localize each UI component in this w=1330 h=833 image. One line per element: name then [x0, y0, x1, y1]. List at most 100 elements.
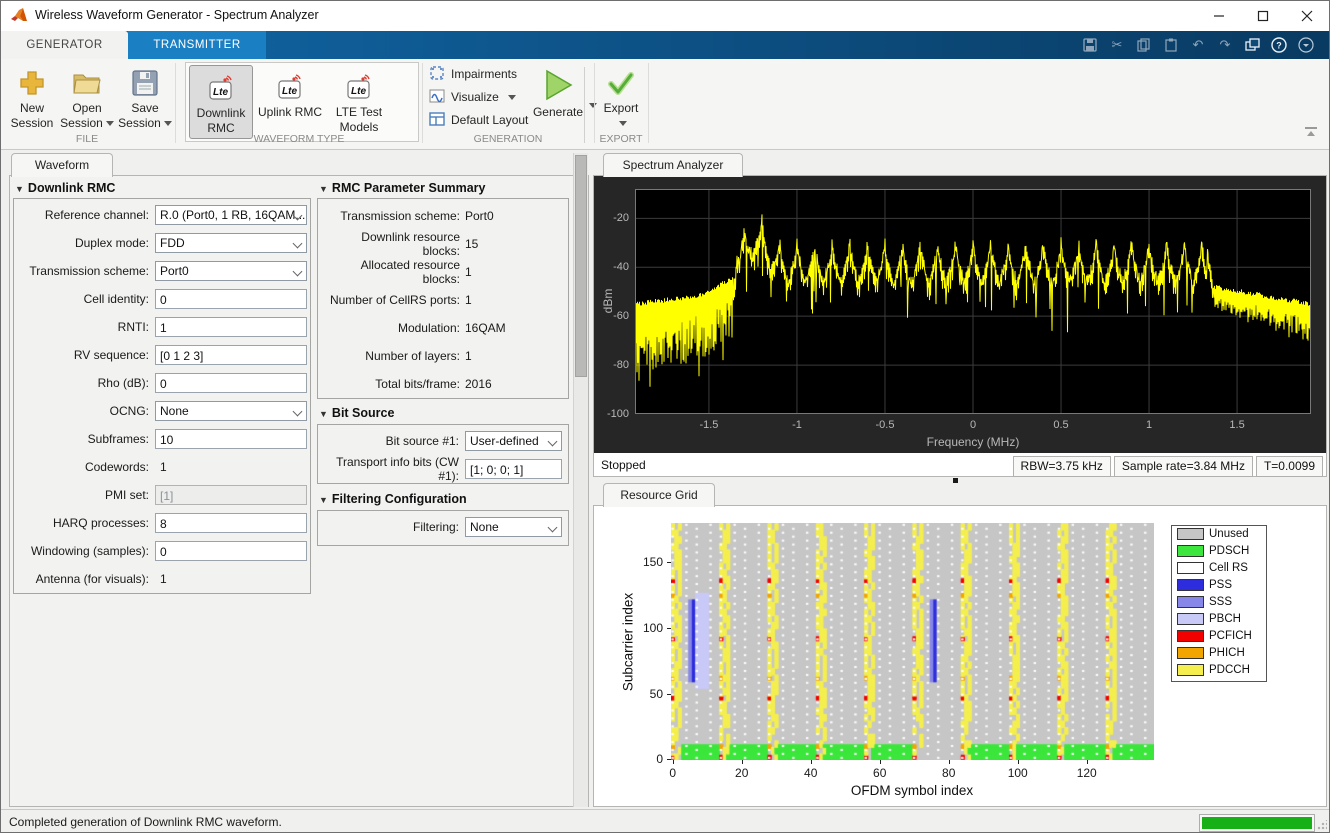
legend-label: PHICH: [1209, 646, 1245, 659]
resource-grid-xtick-label: 20: [735, 766, 749, 780]
tab-transmitter[interactable]: TRANSMITTER: [128, 31, 266, 59]
cut-icon[interactable]: ✂: [1111, 37, 1123, 52]
help-icon[interactable]: ?: [1270, 36, 1288, 54]
input-harq-processes-[interactable]: 8: [155, 513, 307, 533]
summary-label: Number of CellRS ports:: [329, 293, 460, 307]
export-button[interactable]: Export: [597, 61, 645, 133]
uplink-rmc-button[interactable]: Lte Uplink RMC: [258, 65, 322, 137]
tab-waveform[interactable]: Waveform: [11, 153, 113, 177]
layout-windows-icon[interactable]: [1243, 36, 1261, 54]
legend-label: SSS: [1209, 596, 1233, 608]
field-label: Filtering:: [412, 520, 459, 534]
legend-label: PBCH: [1209, 612, 1241, 625]
gallery-dropdown-button[interactable]: [584, 67, 601, 143]
summary-value: 1: [465, 349, 472, 363]
combo-bit-source-1-[interactable]: User-defined: [465, 431, 562, 451]
titlebar: Wireless Waveform Generator - Spectrum A…: [1, 1, 1329, 32]
default-layout-icon: [429, 111, 445, 130]
default-layout-button[interactable]: Default Layout: [429, 111, 528, 129]
input-rv-sequence-[interactable]: [0 1 2 3]: [155, 345, 307, 365]
tab-resource-grid[interactable]: Resource Grid: [603, 483, 715, 507]
visualize-button[interactable]: Visualize: [429, 88, 516, 106]
lte-test-models-button[interactable]: Lte LTE Test Models: [328, 65, 390, 137]
quick-access-toolbar: ✂ ↶ ↷ ?: [1081, 34, 1315, 56]
summary-row: Total bits/frame: 2016: [321, 374, 567, 394]
group-header-filtering[interactable]: ▼ Filtering Configuration: [319, 492, 467, 506]
window-title: Wireless Waveform Generator - Spectrum A…: [35, 8, 319, 22]
maximize-button[interactable]: [1241, 1, 1285, 31]
chevron-down-icon: [292, 238, 303, 249]
collapse-triangle-icon: ▼: [319, 495, 328, 505]
redo-icon[interactable]: ↷: [1219, 37, 1231, 52]
tab-spectrum-analyzer[interactable]: Spectrum Analyzer: [603, 153, 743, 177]
resource-grid-ytick-label: 100: [642, 620, 663, 635]
combo-duplex-mode-[interactable]: FDD: [155, 233, 307, 253]
legend-item: PCFICH: [1172, 627, 1266, 644]
toolbar-dropdown-icon[interactable]: [1297, 36, 1315, 54]
resource-grid-xtick: [1086, 760, 1088, 764]
section-label-file: FILE: [75, 133, 99, 145]
downlink-rmc-button[interactable]: Lte Downlink RMC: [189, 65, 253, 139]
input-cell-identity-[interactable]: 0: [155, 289, 307, 309]
legend-swatch-unused: [1177, 528, 1204, 541]
input-rho-db-[interactable]: 0: [155, 373, 307, 393]
input-transport-info-bits-cw-1-[interactable]: [1; 0; 0; 1]: [465, 459, 562, 479]
open-session-button[interactable]: Open Session: [59, 61, 115, 133]
section-divider: [648, 63, 649, 143]
paste-icon[interactable]: [1162, 36, 1180, 54]
resource-grid-xtick: [1017, 760, 1019, 764]
spectrum-xtick-label: -0.5: [875, 419, 895, 431]
spectrum-xtick-label: -1.5: [699, 419, 719, 431]
resize-grip[interactable]: [1317, 820, 1327, 830]
export-check-icon: [597, 61, 645, 101]
field-label: Cell identity:: [83, 292, 149, 306]
combo-filtering-[interactable]: None: [465, 517, 562, 537]
copy-icon[interactable]: [1135, 36, 1153, 54]
tab-generator[interactable]: GENERATOR: [1, 31, 128, 59]
value-codewords-: 1: [160, 460, 167, 474]
summary-row: Number of layers: 1: [321, 346, 567, 366]
impairments-button[interactable]: Impairments: [429, 65, 517, 83]
generate-button[interactable]: Generate: [529, 61, 587, 133]
legend-label: PDCCH: [1209, 663, 1250, 676]
scrollbar-thumb[interactable]: [575, 155, 587, 377]
group-header-bit-source[interactable]: ▼ Bit Source: [319, 406, 395, 420]
legend-label: PCFICH: [1209, 629, 1252, 642]
value-antenna-for-visuals-: 1: [160, 572, 167, 586]
save-session-button[interactable]: Save Session: [117, 61, 173, 133]
close-button[interactable]: [1285, 1, 1329, 31]
dropdown-arrow-icon: [507, 94, 516, 100]
svg-text:Lte: Lte: [351, 86, 366, 97]
minimize-icon: [1214, 15, 1224, 17]
undo-icon[interactable]: ↶: [1192, 37, 1204, 52]
svg-text:?: ?: [1276, 41, 1282, 51]
group-box-downlink-rmc: [13, 198, 311, 594]
left-panel-scrollbar[interactable]: [573, 153, 588, 807]
combo-ocng-[interactable]: None: [155, 401, 307, 421]
collapse-ribbon-button[interactable]: [1303, 127, 1319, 139]
minimize-button[interactable]: [1197, 1, 1241, 31]
resource-grid-legend: Unused PDSCH Cell RS PSS SSS PBCH PCFICH PHICH P…: [1171, 525, 1267, 682]
summary-row: Number of CellRS ports: 1: [321, 290, 567, 310]
summary-row: Allocated resource blocks: 1: [321, 258, 567, 286]
field-label: Duplex mode:: [74, 236, 149, 250]
splitter-handle[interactable]: [953, 478, 958, 483]
progress-fill: [1202, 817, 1312, 829]
input-rnti-[interactable]: 1: [155, 317, 307, 337]
waveform-gallery: Lte Downlink RMC Lte Uplink RMC Lte LTE …: [185, 62, 597, 143]
combo-reference-channel-[interactable]: R.0 (Port0, 1 RB, 16QAM...: [155, 205, 307, 225]
combo-transmission-scheme-[interactable]: Port0: [155, 261, 307, 281]
input-subframes-[interactable]: 10: [155, 429, 307, 449]
spectrum-xtick-label: 1: [1145, 419, 1153, 431]
chevron-down-icon: [292, 210, 303, 221]
field-label: Subframes:: [87, 432, 149, 446]
input-windowing-samples-[interactable]: 0: [155, 541, 307, 561]
save-icon[interactable]: [1081, 36, 1099, 54]
new-session-button[interactable]: New Session: [5, 61, 59, 133]
group-header-downlink-rmc[interactable]: ▼ Downlink RMC: [15, 181, 116, 195]
form-row: Filtering: None: [321, 516, 567, 538]
spectrum-status: Stopped: [601, 458, 646, 472]
group-header-rmc-summary[interactable]: ▼ RMC Parameter Summary: [319, 181, 486, 195]
resource-grid-xtick-label: 40: [804, 766, 818, 780]
legend-label: PDSCH: [1209, 545, 1250, 558]
